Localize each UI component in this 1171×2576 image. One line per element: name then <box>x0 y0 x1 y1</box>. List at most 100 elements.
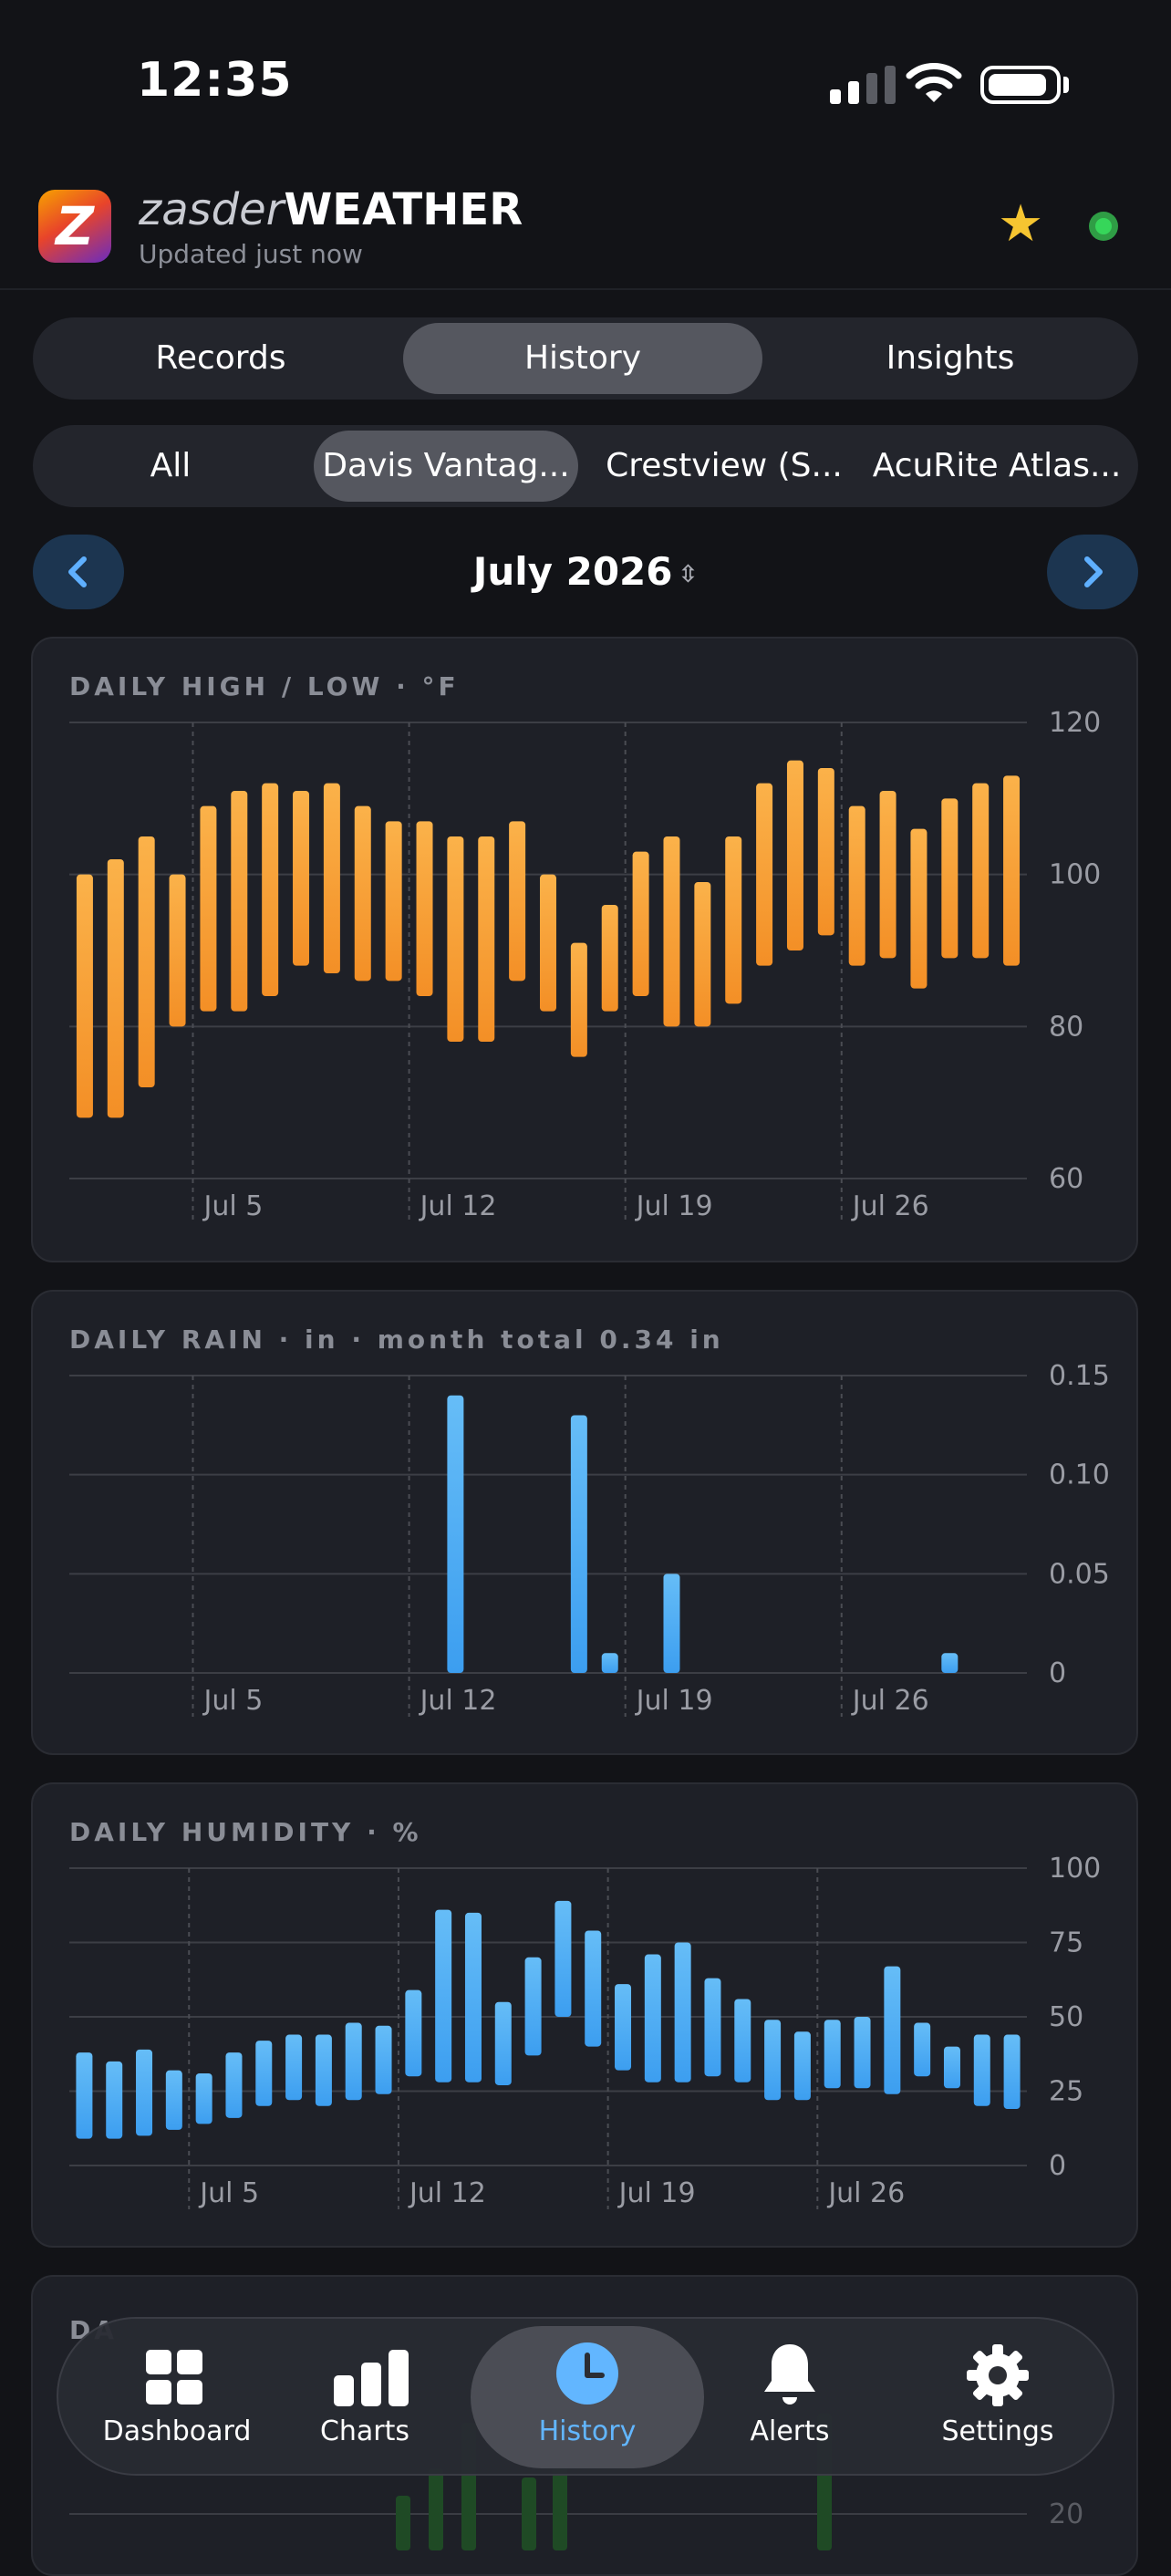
rain-bar <box>601 1653 618 1673</box>
range-bar <box>663 836 680 1027</box>
range-bar <box>848 805 865 966</box>
x-tick-label: Jul 5 <box>198 2177 259 2209</box>
x-tick-label: Jul 5 <box>202 1685 263 1717</box>
chevron-right-icon <box>1084 556 1103 587</box>
tab-insights[interactable]: Insights <box>886 339 1015 377</box>
y-tick-label: 60 <box>1049 1163 1083 1195</box>
station-all[interactable]: All <box>150 447 192 484</box>
rain-bar <box>447 1395 464 1673</box>
range-bar <box>694 882 711 1027</box>
updated-status: Updated just now <box>139 239 363 269</box>
tabbar-alerts[interactable]: Alerts <box>717 2319 863 2477</box>
rain-chart-title: DAILY RAIN · in · month total 0.34 in <box>69 1324 724 1355</box>
x-tick-label: Jul 5 <box>202 1190 263 1222</box>
range-bar <box>601 905 618 1012</box>
month-picker[interactable]: July 2026 ⇳ <box>403 544 768 603</box>
y-tick-label: 25 <box>1049 2076 1083 2108</box>
app-logo-glyph: Z <box>55 195 95 257</box>
y-tick-label: 0.15 <box>1049 1360 1110 1392</box>
status-time: 12:35 <box>137 53 293 108</box>
range-bar <box>764 2020 782 2101</box>
range-bar <box>854 2017 871 2089</box>
range-bar <box>914 2022 931 2077</box>
range-bar <box>354 805 371 982</box>
y-tick-label: 75 <box>1049 1927 1083 1959</box>
range-bar <box>375 2025 392 2094</box>
range-bar <box>107 859 124 1118</box>
bar-chart-icon <box>334 2350 409 2406</box>
brand-light: zasder <box>139 184 285 235</box>
range-bar <box>106 2061 123 2139</box>
range-bar <box>494 2001 512 2085</box>
range-bar <box>585 1930 602 2047</box>
humidity-chart-card: DAILY HUMIDITY · % 100 75 50 25 0 Jul 5 Jul 12… <box>31 1782 1138 2248</box>
tabbar-charts[interactable]: Charts <box>292 2319 438 2477</box>
tabbar-history[interactable]: History <box>471 2319 704 2477</box>
range-bar <box>165 2070 182 2130</box>
y-tick-label: 0.05 <box>1049 1558 1110 1590</box>
x-tick-label: Jul 19 <box>617 2177 696 2209</box>
range-bar <box>756 783 773 966</box>
rain-chart: 0.15 0.10 0.05 0 Jul 5 Jul 12 Jul 19 Jul 26 <box>69 1360 1110 1717</box>
range-bar <box>76 874 93 1118</box>
rain-bar <box>941 1653 959 1673</box>
range-bar <box>293 791 310 966</box>
x-tick-label: Jul 26 <box>851 1190 929 1222</box>
app-logo: Z <box>38 190 111 263</box>
range-bar <box>315 2034 332 2106</box>
tabbar-dashboard-label: Dashboard <box>102 2415 252 2447</box>
clock-icon <box>556 2342 618 2405</box>
range-bar <box>1003 2034 1021 2110</box>
y-tick-label: 50 <box>1049 2001 1083 2033</box>
app-title: zasderWEATHER <box>139 182 523 237</box>
range-bar <box>725 836 742 1004</box>
tabbar-dashboard[interactable]: Dashboard <box>86 2319 268 2477</box>
grid-icon <box>146 2350 202 2405</box>
favorite-star-icon[interactable]: ★ <box>998 194 1044 254</box>
station-acurite[interactable]: AcuRite Atlas... <box>872 447 1122 484</box>
x-tick-label: Jul 19 <box>635 1685 713 1717</box>
range-bar <box>540 874 556 1012</box>
humidity-chart-title: DAILY HUMIDITY · % <box>69 1817 422 1847</box>
tab-history[interactable]: History <box>403 323 762 394</box>
range-bar <box>973 2034 990 2106</box>
range-bar <box>385 821 402 982</box>
station-davis[interactable]: Davis Vantag... <box>314 431 578 502</box>
tabbar-charts-label: Charts <box>319 2415 410 2447</box>
x-tick-label: Jul 12 <box>408 2177 486 2209</box>
bottom-tab-bar: Dashboard Charts History Alerts <box>57 2317 1114 2476</box>
range-bar <box>195 2072 212 2124</box>
station-segmented-control: All Davis Vantag... Crestview (S... AcuR… <box>33 425 1138 507</box>
y-tick-label: 100 <box>1049 1853 1101 1885</box>
x-tick-label: Jul 12 <box>419 1190 497 1222</box>
station-crestview[interactable]: Crestview (S... <box>606 447 843 484</box>
range-bar <box>478 836 495 1042</box>
range-bar <box>169 874 186 1027</box>
range-bar <box>262 783 279 996</box>
range-bar <box>910 828 927 989</box>
x-tick-label: Jul 26 <box>851 1685 929 1717</box>
range-bar <box>644 1954 661 2083</box>
prev-month-button[interactable] <box>33 535 124 609</box>
range-bar <box>345 2022 362 2101</box>
range-bar <box>972 783 990 959</box>
range-bar <box>786 760 803 950</box>
range-bar <box>793 2031 811 2101</box>
y-tick-label: 0 <box>1049 1657 1066 1689</box>
gear-icon <box>967 2344 1029 2406</box>
tab-records[interactable]: Records <box>155 339 286 377</box>
temp-chart-card: DAILY HIGH / LOW · °F 120 100 80 60 Jul 5 Jul… <box>31 637 1138 1262</box>
range-bar <box>464 1912 482 2083</box>
month-label: July 2026 <box>472 549 673 594</box>
tabbar-settings[interactable]: Settings <box>907 2319 1089 2477</box>
next-month-button[interactable] <box>1047 535 1138 609</box>
range-bar <box>435 1909 452 2083</box>
range-bar <box>138 836 155 1087</box>
tabbar-history-label: History <box>538 2415 637 2447</box>
range-bar <box>632 851 649 996</box>
cellular-signal-icon <box>830 66 896 104</box>
temp-chart-title: DAILY HIGH / LOW · °F <box>69 671 460 701</box>
range-bar <box>1003 775 1021 966</box>
y-tick-label: 0 <box>1049 2150 1066 2182</box>
range-bar <box>554 1900 572 2017</box>
